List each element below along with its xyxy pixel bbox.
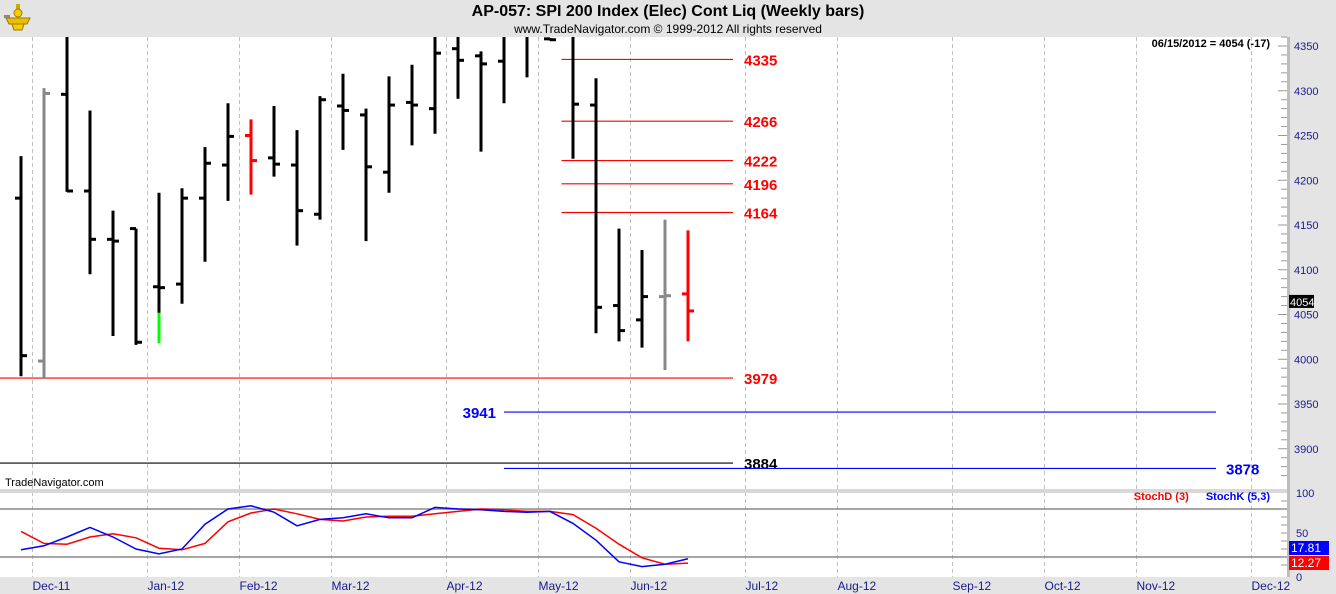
level-label: 4266 (744, 114, 777, 131)
y-tick-label: 4350 (1294, 41, 1318, 53)
last-price-label: 4054 (1290, 297, 1314, 309)
ohlc-bar (383, 76, 395, 193)
last-price-tag (1289, 294, 1314, 308)
ohlc-bar (406, 64, 418, 146)
ohlc-bar (682, 230, 694, 342)
ohlc-bar (153, 192, 165, 344)
y-tick-label: 4050 (1294, 310, 1318, 322)
y-axis-line (1287, 37, 1290, 577)
stochd-value-tag (1289, 556, 1329, 570)
watermark-text: TradeNavigator.com (5, 477, 104, 489)
ohlc-bar (429, 37, 441, 134)
stochd-line (20, 508, 689, 565)
x-tick-label: Apr-12 (447, 579, 483, 593)
panel-separator (0, 489, 1288, 493)
y-tick-label: 4000 (1294, 354, 1318, 366)
ohlc-bar (475, 51, 487, 152)
stoch-y-tick-label: 50 (1296, 528, 1308, 540)
y-tick-label: 3900 (1294, 444, 1318, 456)
gridlines (0, 37, 1288, 577)
level-label: 4196 (744, 177, 777, 194)
x-tick-label: Nov-12 (1137, 579, 1176, 593)
stoch-y-tick-label: 100 (1296, 488, 1314, 500)
ohlc-bar (222, 103, 234, 201)
ohlc-bar (245, 119, 257, 195)
ohlc-bar (636, 250, 648, 348)
ohlc-bar (571, 37, 579, 159)
ohlc-bar (498, 37, 506, 104)
stoch-y-tick-label: 0 (1296, 572, 1302, 584)
level-lines: 4335 4266 4222 4196 4164 3979 3941 3884 3878 (0, 52, 1259, 478)
level-label: 4335 (744, 52, 777, 69)
stochk-value-label: 17.81 (1291, 541, 1321, 555)
ohlc-bar (613, 228, 625, 342)
x-tick-label: Jun-12 (631, 579, 668, 593)
x-tick-label: Aug-12 (838, 579, 877, 593)
ohlc-bar (360, 108, 372, 242)
ohlc-bar (314, 96, 326, 220)
ohlc-bar (15, 156, 27, 377)
ohlc-bar (176, 188, 188, 304)
price-panel-bg (0, 37, 1288, 489)
ohlc-bar (199, 147, 211, 262)
y-axis: 4350 4300 4250 4200 4150 4100 4050 4000 3950 3900… (1278, 36, 1329, 584)
y-tick-label: 4250 (1294, 131, 1318, 143)
ohlc-bar (590, 78, 602, 334)
y-tick-label: 4300 (1294, 86, 1318, 98)
x-tick-label: Mar-12 (332, 579, 370, 593)
x-tick-label: May-12 (539, 579, 579, 593)
ohlc-bar (337, 73, 349, 150)
ohlc-bar (84, 110, 96, 275)
level-label: 3979 (744, 371, 777, 388)
legend-stochd: StochD (3) (1133, 491, 1189, 503)
level-label: 4164 (744, 205, 778, 222)
chart-title-text: AP-057: SPI 200 Index (Elec) Cont Liq (W… (471, 3, 865, 20)
x-tick-label: Jul-12 (746, 579, 779, 593)
chart-title: AP-057: SPI 200 Index (Elec) Cont Liq (W… (0, 3, 1336, 21)
ohlc-bar (61, 37, 73, 193)
stochk-line (20, 505, 689, 568)
trade-navigator-logo-icon (4, 4, 31, 31)
ohlc-bar (107, 210, 119, 336)
stoch-legend: StochD (3) StochK (5,3) (1134, 491, 1270, 503)
ohlc-bar (130, 227, 142, 345)
x-tick-label: Oct-12 (1045, 579, 1081, 593)
x-tick-label: Dec-12 (1252, 579, 1291, 593)
y-tick-label: 4100 (1294, 265, 1318, 277)
x-tick-label: Sep-12 (953, 579, 992, 593)
level-label: 3878 (1226, 461, 1259, 478)
price-readout: 06/15/2012 = 4054 (-17) (1151, 38, 1270, 50)
x-tick-label: Jan-12 (148, 579, 185, 593)
legend-stochk: StochK (5,3) (1205, 491, 1270, 503)
y-tick-label: 3950 (1294, 399, 1318, 411)
ohlc-bar (659, 219, 671, 370)
ohlc-bar (268, 105, 280, 177)
price-bars (15, 37, 694, 379)
x-axis: Dec-11 Jan-12 Feb-12 Mar-12 Apr-12 May-12 Jun-… (33, 579, 1291, 593)
ohlc-bar (544, 37, 556, 42)
level-label: 3884 (744, 456, 778, 473)
ohlc-bar (291, 130, 303, 246)
ohlc-bar (452, 37, 464, 99)
y-tick-label: 4150 (1294, 220, 1318, 232)
stochd-value-label: 12.27 (1291, 556, 1321, 570)
level-label: 3941 (463, 405, 496, 422)
x-tick-label: Dec-11 (33, 579, 71, 593)
level-label: 4222 (744, 154, 777, 171)
stochastic-lines (20, 505, 689, 568)
y-tick-label: 4200 (1294, 175, 1318, 187)
stochk-value-tag (1289, 541, 1329, 555)
ohlc-bar (38, 88, 50, 379)
copyright-text: www.TradeNavigator.com © 1999-2012 All r… (514, 22, 822, 36)
x-tick-label: Feb-12 (240, 579, 278, 593)
stoch-panel-bg (0, 493, 1288, 577)
